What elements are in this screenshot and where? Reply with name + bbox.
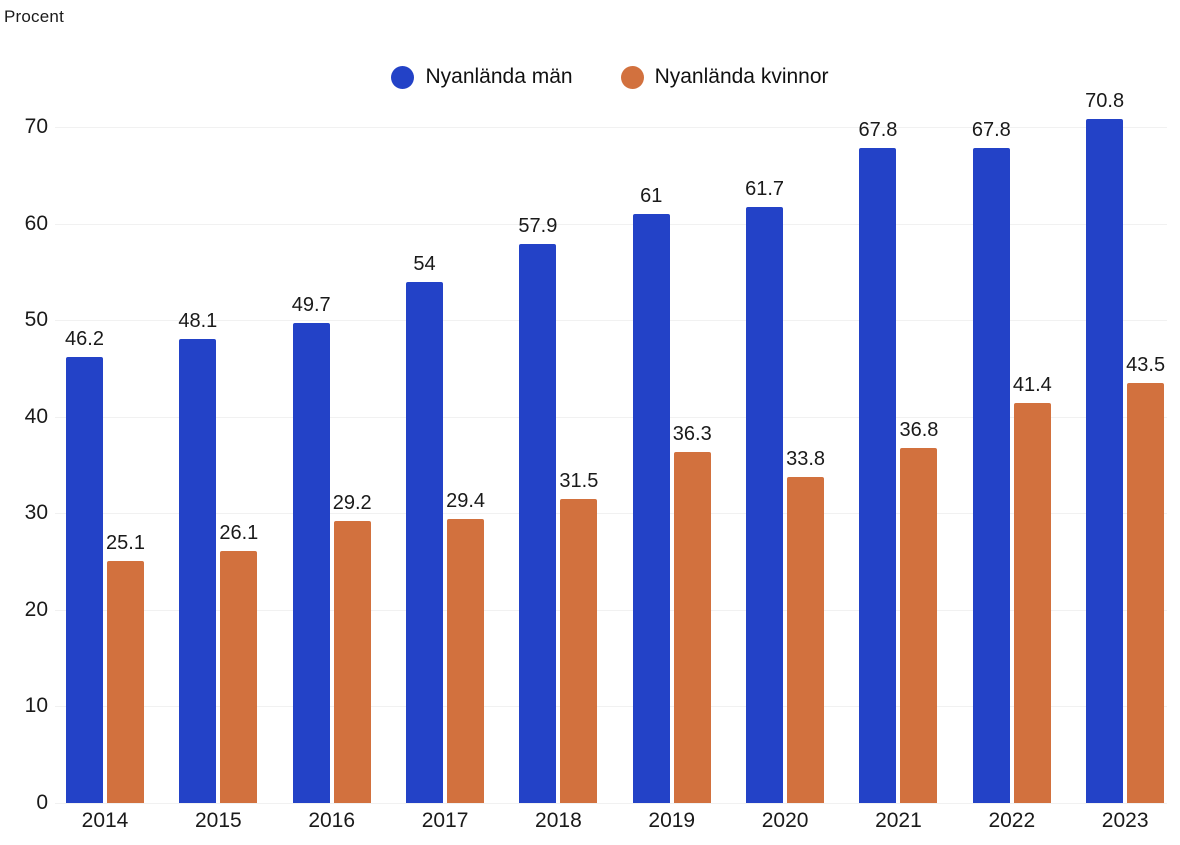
bar-value-label: 54	[413, 252, 436, 275]
bar-men-2021	[859, 148, 897, 803]
y-tick-label: 0	[36, 791, 48, 814]
x-tick-label-2016: 2016	[308, 809, 356, 832]
bar-value-label: 43.5	[1126, 353, 1166, 376]
bar-group-2021: 67.8 36.8	[858, 119, 939, 803]
bar-men-2014	[66, 356, 103, 803]
bar-men-2019	[632, 213, 670, 803]
gridline-30	[55, 513, 1167, 515]
y-tick-label: 60	[24, 211, 48, 235]
bar-value-label: 41.4	[1012, 374, 1052, 397]
bar-men-2015	[179, 338, 217, 803]
legend-item-0: Nyanlända män	[391, 65, 573, 89]
bar-women-2018	[560, 498, 598, 803]
legend-dot-icon	[620, 65, 644, 89]
bar-women-2017	[447, 519, 485, 803]
bar-men-2018	[519, 243, 557, 803]
x-axis: 2014 2015 2016 2017 2018 2019 2020 2021 2022 2023	[55, 809, 1167, 839]
legend-dot-icon	[391, 65, 415, 89]
y-axis-title: Procent	[4, 7, 64, 26]
bar-value-label: 48.1	[178, 309, 218, 332]
bar-value-label: 67.8	[858, 119, 898, 142]
bar-group-2015: 48.1 26.1	[178, 127, 259, 803]
bar-value-label: 36.8	[899, 418, 939, 441]
bar-group-2022: 67.8 41.4	[972, 119, 1052, 803]
gridline-0	[55, 803, 1167, 804]
x-tick-label-2014: 2014	[81, 809, 129, 832]
gridline-10	[55, 706, 1167, 708]
x-tick-label-2017: 2017	[421, 809, 469, 832]
bar-value-label: 57.9	[518, 214, 558, 237]
x-tick-label-2020: 2020	[761, 809, 809, 832]
y-tick-label: 50	[24, 308, 48, 332]
chart-legend: Nyanlända män Nyanlända kvinnor	[20, 65, 1180, 89]
bar-women-2023	[1127, 382, 1165, 803]
gridline-40	[55, 416, 1167, 418]
bar-value-label: 29.4	[446, 490, 486, 513]
bar-men-2023	[1086, 119, 1124, 803]
y-tick-label: 40	[24, 404, 48, 428]
gridline-70	[55, 127, 1167, 128]
bar-men-2017	[406, 281, 444, 803]
y-tick-label: 70	[24, 115, 48, 138]
bar-group-2016: 49.7 29.2	[291, 127, 372, 803]
bar-men-2022	[972, 148, 1010, 803]
bar-value-label: 33.8	[786, 447, 826, 470]
x-tick-label-2019: 2019	[648, 809, 696, 832]
bar-value-label: 49.7	[291, 294, 331, 317]
bar-value-label: 67.8	[971, 119, 1011, 142]
bar-value-label: 29.2	[332, 492, 372, 515]
gridline-50	[55, 320, 1167, 322]
y-axis: 0 10 20 30 40 50 60 70	[0, 115, 48, 814]
bar-value-label: 70.8	[1085, 90, 1125, 113]
bar-men-2016	[292, 323, 330, 803]
bar-value-label: 36.3	[672, 423, 712, 446]
bar-women-2021	[900, 447, 938, 803]
bar-group-2019: 61 36.3	[632, 127, 712, 803]
bar-group-2018: 57.9 31.5	[518, 127, 599, 803]
bar-value-label: 25.1	[106, 531, 145, 554]
x-tick-label-2021: 2021	[875, 809, 922, 832]
legend-item-1: Nyanlända kvinnor	[620, 65, 829, 89]
bar-women-2022	[1013, 403, 1051, 803]
bar-women-2019	[673, 452, 711, 803]
gridline-20	[55, 609, 1167, 611]
bar-women-2020	[787, 476, 825, 803]
x-tick-label-2022: 2022	[988, 809, 1036, 832]
bar-group-2023: 70.8 43.5	[1085, 90, 1166, 803]
y-tick-label: 10	[24, 694, 48, 718]
gridline-60	[55, 223, 1167, 225]
bar-group-2020: 61.7 33.8	[745, 127, 826, 803]
bar-value-label: 61.7	[745, 178, 785, 201]
plot-area: 46.2 25.1 48.1 26.1 49.7 29.2 54 29.4 57.9 31.5 61…	[55, 90, 1167, 804]
y-tick-label: 20	[24, 597, 48, 621]
legend-label: Nyanlända kvinnor	[654, 65, 829, 88]
bar-value-label: 46.2	[65, 327, 104, 350]
bar-women-2014	[107, 560, 144, 803]
bar-group-2017: 54 29.4	[406, 127, 486, 803]
legend-label: Nyanlända män	[425, 65, 573, 88]
bar-men-2020	[746, 207, 784, 803]
x-tick-label-2023: 2023	[1101, 809, 1149, 832]
bar-women-2016	[333, 521, 371, 803]
x-tick-label-2015: 2015	[194, 809, 242, 832]
bar-value-label: 26.1	[219, 521, 259, 544]
bar-group-2014: 46.2 25.1	[65, 127, 145, 803]
bar-women-2015	[220, 550, 258, 803]
bar-value-label: 31.5	[559, 469, 599, 492]
x-tick-label-2018: 2018	[535, 809, 582, 832]
y-tick-label: 30	[24, 501, 48, 525]
bar-value-label: 61	[640, 184, 663, 207]
